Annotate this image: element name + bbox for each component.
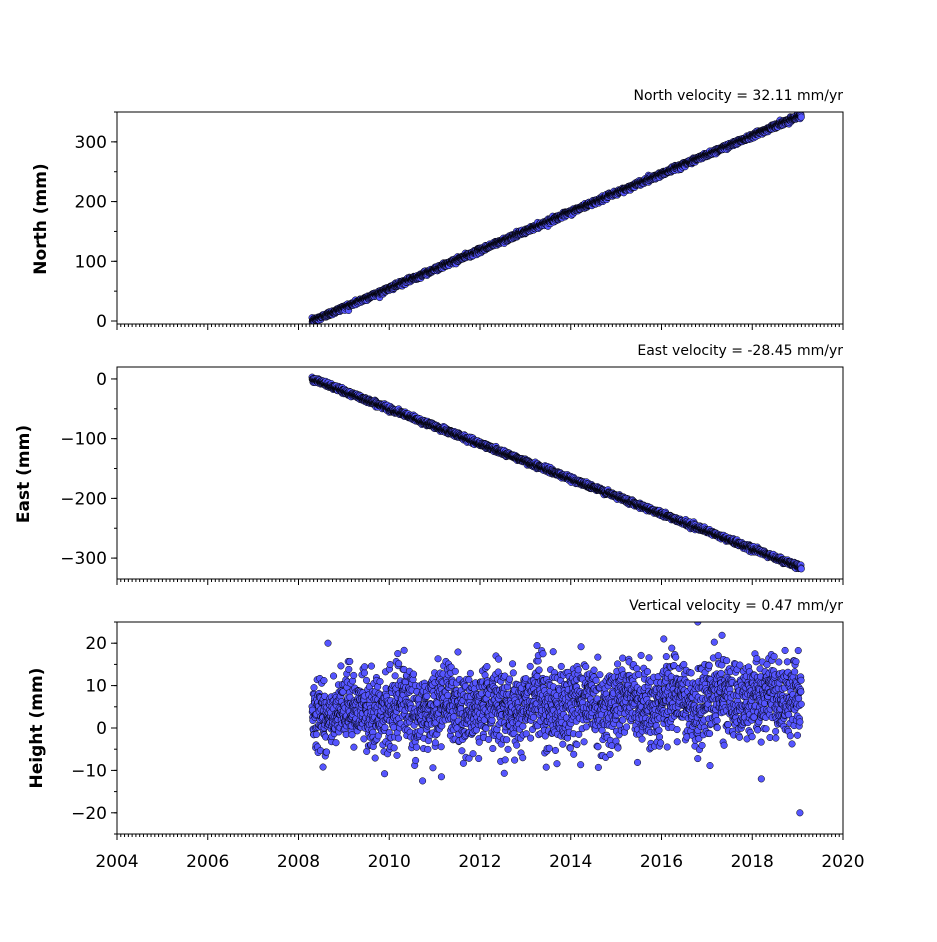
east-ylabel: East (mm): [14, 425, 34, 523]
east-panel: East velocity = -28.45 mm/yr East (mm) 0…: [14, 343, 843, 585]
north-y-tick-label: 300: [75, 133, 107, 153]
east-velocity-title: East velocity = -28.45 mm/yr: [637, 343, 843, 359]
north-velocity-title: North velocity = 32.11 mm/yr: [633, 88, 843, 104]
north-ylabel: North (mm): [31, 163, 51, 274]
north-y-tick-label: 200: [75, 193, 107, 213]
north-data-points: [309, 110, 805, 325]
north-y-tick-label: 0: [96, 312, 107, 332]
north-data-point: [798, 114, 805, 121]
north-panel: North velocity = 32.11 mm/yr North (mm) …: [31, 88, 843, 332]
north-y-tick-label: 100: [75, 252, 107, 272]
east-data-points: [309, 374, 805, 572]
